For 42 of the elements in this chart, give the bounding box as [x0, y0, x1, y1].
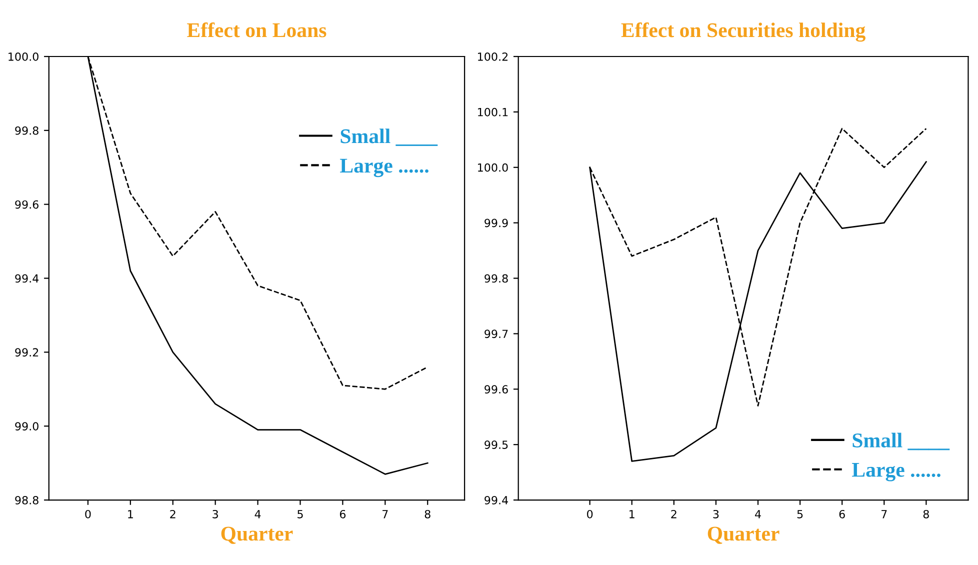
y-tick-label: 99.5 — [484, 440, 508, 449]
y-tick-label: 99.4 — [15, 274, 39, 283]
x-tick-label: 0 — [85, 510, 91, 518]
x-tick-label: 3 — [713, 510, 719, 518]
legend-label: Small ____ — [852, 432, 950, 450]
y-tick-label: 99.8 — [484, 274, 508, 283]
y-tick-label: 99.6 — [15, 200, 38, 209]
y-tick-label: 99.6 — [484, 385, 508, 394]
x-tick-label: 8 — [424, 510, 430, 518]
x-tick-label: 2 — [671, 510, 676, 518]
x-tick-label: 5 — [298, 510, 303, 518]
x-tick-label: 8 — [923, 510, 929, 518]
y-tick-label: 98.8 — [15, 496, 38, 504]
x-tick-label: 7 — [382, 510, 388, 518]
x-tick-label: 4 — [755, 510, 761, 518]
x-axis-title: Quarter — [708, 526, 780, 544]
y-tick-label: 99.8 — [15, 126, 38, 135]
chart-title: Effect on Securities holding — [621, 22, 866, 42]
x-tick-label: 4 — [254, 510, 261, 518]
x-tick-label: 6 — [839, 510, 845, 518]
y-tick-label: 99.4 — [484, 496, 508, 504]
x-axis-title: Quarter — [221, 526, 293, 544]
x-tick-label: 1 — [630, 510, 634, 518]
y-tick-label: 100.2 — [478, 52, 508, 61]
y-tick-label: 99.7 — [484, 330, 508, 338]
y-tick-label: 100.1 — [478, 108, 508, 116]
x-tick-label: 5 — [797, 510, 803, 518]
x-tick-label: 0 — [587, 510, 593, 518]
y-tick-label: 100.0 — [8, 52, 38, 61]
legend-label: Large ...... — [852, 463, 940, 482]
x-tick-label: 1 — [128, 510, 133, 518]
y-tick-label: 100.0 — [478, 163, 508, 172]
chart-title: Effect on Loans — [187, 22, 326, 38]
y-tick-label: 99.0 — [15, 422, 38, 430]
legend-label: Small ____ — [340, 128, 438, 146]
x-tick-label: 3 — [212, 510, 218, 518]
x-tick-label: 2 — [170, 510, 176, 518]
y-tick-label: 99.2 — [15, 348, 38, 357]
x-tick-label: 6 — [340, 510, 346, 518]
x-tick-label: 7 — [882, 510, 887, 518]
legend-label: Large ...... — [340, 158, 428, 178]
y-tick-label: 99.9 — [484, 218, 508, 228]
